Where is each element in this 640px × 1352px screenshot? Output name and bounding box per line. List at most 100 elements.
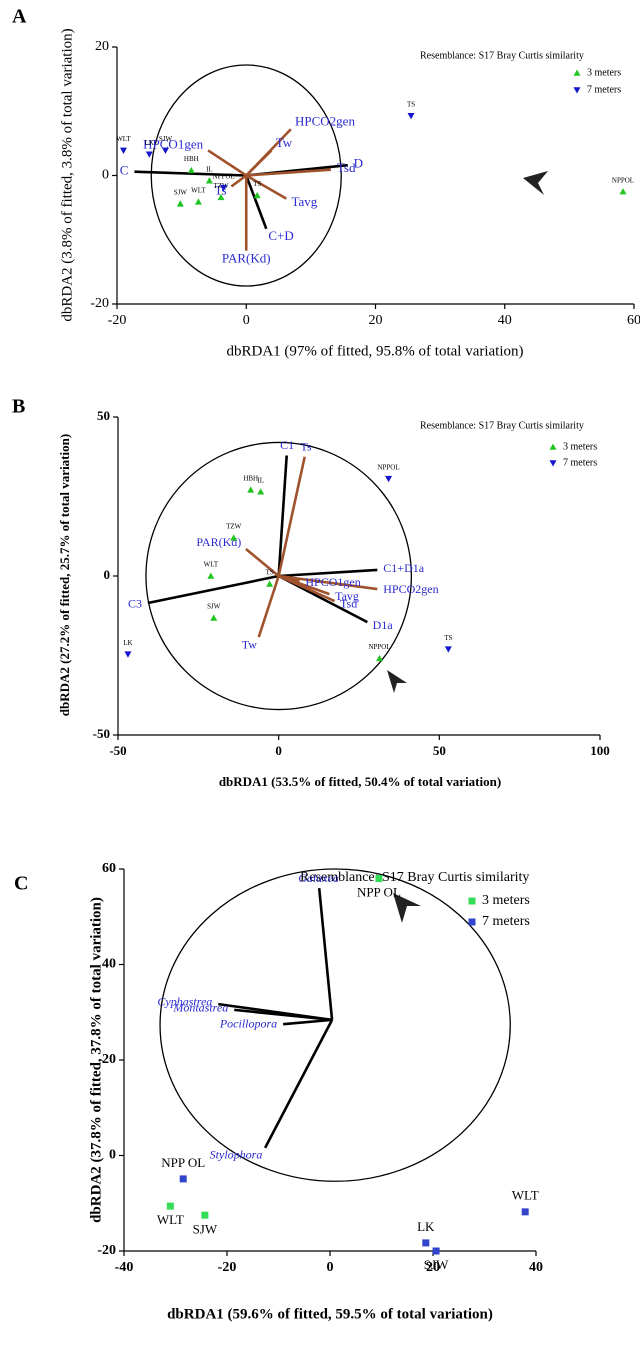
vector-label: Montastrea (172, 1001, 228, 1015)
legend-label: 3 meters (587, 67, 621, 78)
point (217, 193, 225, 201)
y-tick-label: 60 (102, 861, 116, 876)
y-tick-label: 20 (102, 1052, 116, 1067)
y-axis-title: dbRDA2 (27.2% of fitted, 25.7% of total … (57, 434, 72, 716)
vector-label: C1+D1a (383, 561, 424, 575)
point-label: WLT (116, 135, 131, 143)
point (124, 651, 132, 658)
vector-label: D (354, 155, 363, 170)
vector-label: C3 (128, 597, 142, 611)
arrowhead (523, 171, 548, 195)
point (247, 486, 255, 493)
legend-marker (573, 69, 581, 76)
point-label: TS (266, 569, 274, 577)
point-label: TS (253, 180, 261, 188)
vector-label: Tavg (335, 589, 359, 603)
legend-marker (549, 460, 557, 467)
point (253, 191, 261, 199)
vector-label: Tw (242, 637, 257, 651)
point-label: SJW (174, 188, 188, 196)
x-tick-label: 100 (590, 743, 610, 758)
vector-label: HPCO2gen (383, 582, 438, 596)
vector-label: D1a (373, 618, 394, 632)
point (521, 1208, 529, 1216)
y-tick-label: -20 (90, 296, 109, 311)
panel-label: C (14, 873, 28, 895)
vector (277, 456, 306, 577)
vector (277, 455, 288, 577)
vector-label: C+D (268, 228, 293, 243)
arrowhead (393, 893, 421, 923)
vector (245, 149, 273, 177)
point (207, 572, 215, 579)
point (161, 147, 169, 154)
vector-label: Tsd (340, 597, 357, 611)
point (187, 166, 195, 174)
point (220, 184, 228, 192)
chart-title: Resemblance: S17 Bray Curtis similarity (420, 420, 584, 431)
point-label: SJW (193, 1221, 218, 1236)
point-label: SJW (159, 135, 173, 143)
vector (230, 174, 248, 188)
point (444, 646, 452, 653)
legend-label: 7 meters (587, 84, 621, 95)
vector (278, 574, 336, 603)
vector (263, 1019, 334, 1149)
point (375, 875, 383, 883)
x-tick-label: 40 (498, 313, 512, 328)
x-tick-label: 20 (369, 313, 383, 328)
vector-label: Galaxea (298, 871, 339, 885)
y-tick-label: -50 (93, 726, 110, 741)
point-label: IL (257, 476, 264, 484)
point (432, 1247, 440, 1255)
point-label: WLT (204, 561, 219, 569)
arrowhead (387, 670, 407, 693)
point-label: HBH (243, 475, 258, 483)
chart-title: Resemblance: S17 Bray Curtis similarity (420, 50, 584, 61)
vector (278, 568, 378, 578)
point-label: IL (206, 165, 213, 173)
point (257, 488, 265, 495)
x-axis-title: dbRDA1 (97% of fitted, 95.8% of total va… (226, 343, 523, 359)
point-label: WLT (157, 1212, 184, 1227)
point (145, 151, 153, 158)
x-tick-label: 40 (529, 1260, 543, 1275)
point-label: NPP OL (357, 885, 401, 900)
legend-label: 7 meters (482, 914, 530, 929)
vector (283, 1018, 333, 1026)
point (176, 200, 184, 207)
point-label: SJW (424, 1257, 449, 1272)
point-label: WLT (512, 1188, 539, 1203)
vector (245, 547, 280, 578)
legend-marker (573, 87, 581, 94)
y-tick-label: 0 (104, 567, 111, 582)
x-tick-label: 20 (426, 1260, 440, 1275)
point-label: LK (145, 139, 154, 147)
vector (245, 174, 287, 200)
vector-label: HPCO1gen (143, 136, 203, 151)
x-tick-label: -20 (108, 313, 127, 328)
correlation-circle (159, 868, 511, 1182)
y-tick-label: 40 (102, 957, 116, 972)
point (266, 580, 274, 587)
point-label: HBH (184, 155, 199, 163)
y-tick-label: 0 (109, 1148, 116, 1163)
x-tick-label: 60 (627, 313, 640, 328)
vector (147, 574, 279, 605)
y-tick-label: 20 (95, 39, 109, 54)
correlation-circle (150, 64, 342, 287)
point (385, 475, 393, 483)
vector (246, 168, 331, 177)
x-tick-label: 50 (433, 743, 446, 758)
point-label: NPPOL (213, 172, 235, 180)
x-axis-title: dbRDA1 (53.5% of fitted, 50.4% of total … (219, 774, 501, 789)
point-label: NPP OL (161, 1155, 205, 1170)
correlation-circle (145, 441, 413, 711)
chart-title: Resemblance: S17 Bray Curtis similarity (300, 870, 529, 885)
vector-label: C1 (280, 438, 294, 452)
vector (234, 1008, 333, 1022)
point (166, 1202, 174, 1210)
legend-label: 3 meters (482, 893, 530, 908)
vector (245, 175, 268, 230)
